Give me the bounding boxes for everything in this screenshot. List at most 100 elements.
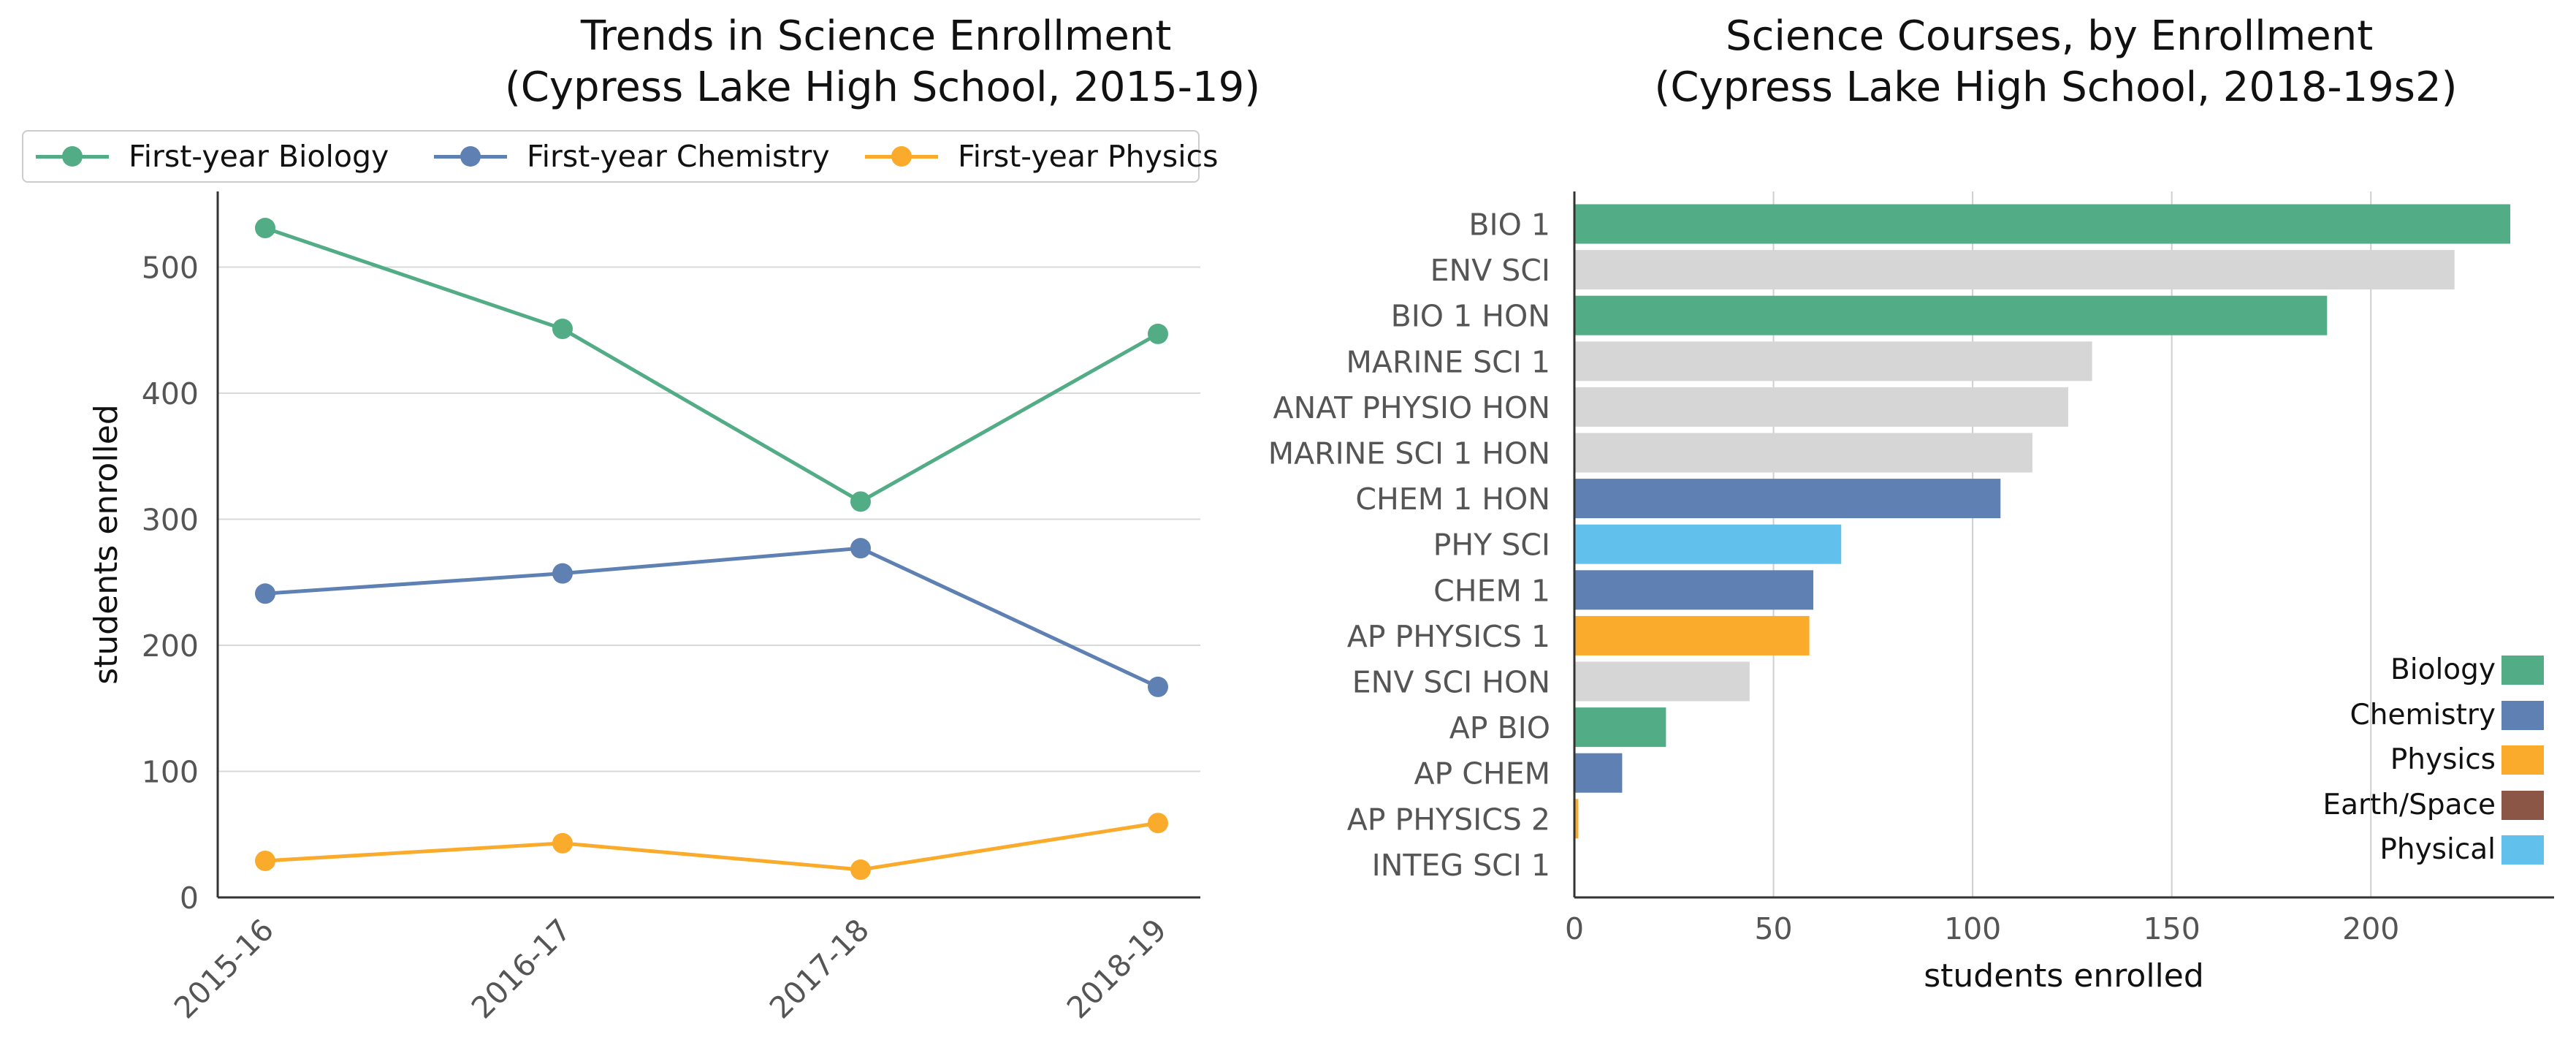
bar (1574, 204, 2511, 244)
legend-swatch (2501, 835, 2544, 865)
legend-label: Chemistry (2350, 698, 2496, 732)
legend-label: Physics (2390, 743, 2496, 776)
bar (1574, 250, 2455, 290)
bar (1574, 661, 1750, 702)
bar-chart-axes (1573, 191, 2554, 899)
data-point-first-year-chemistry (552, 563, 573, 584)
bar (1574, 524, 1842, 564)
legend-item: Chemistry (2287, 699, 2557, 732)
category-label: ENV SCI HON (1352, 665, 1550, 700)
category-label: MARINE SCI 1 (1346, 344, 1550, 379)
x-tick-label: 2017-18 (763, 912, 876, 1025)
x-tick-label: 150 (2144, 911, 2200, 946)
legend-label: Earth/Space (2322, 788, 2496, 821)
y-tick-label: 100 (142, 755, 199, 790)
bar (1574, 433, 2032, 473)
bar (1574, 707, 1666, 748)
line-chart-title: Trends in Science Enrollment (Cypress La… (505, 12, 1260, 111)
bar (1574, 753, 1623, 793)
bar (1574, 387, 2068, 427)
line-chart-axes (216, 191, 1200, 899)
bar (1574, 479, 2001, 519)
legend-item: First-year Physics (861, 132, 1219, 181)
legend-item: First-year Chemistry (430, 132, 830, 181)
y-tick-label: 200 (142, 628, 199, 664)
category-label: PHY SCI (1433, 528, 1550, 563)
line-chart-series (255, 218, 1168, 881)
legend-marker (430, 132, 511, 181)
data-point-first-year-chemistry (850, 538, 871, 559)
data-point-first-year-biology (1148, 323, 1168, 344)
line-chart-y-label: students enrolled (88, 404, 125, 685)
x-tick-label: 100 (1944, 911, 2001, 946)
category-label: AP CHEM (1414, 756, 1550, 791)
legend-item: Physics (2287, 744, 2557, 776)
data-point-first-year-physics (1148, 813, 1168, 834)
y-tick-label: 300 (142, 503, 199, 538)
data-point-first-year-physics (255, 850, 275, 871)
category-label: AP PHYSICS 2 (1347, 802, 1550, 837)
legend-item: Earth/Space (2287, 789, 2557, 821)
data-point-first-year-chemistry (1148, 676, 1168, 697)
series-line-first-year-biology (264, 226, 1159, 504)
data-point-first-year-physics (850, 859, 871, 881)
legend-label: Biology (2390, 653, 2496, 686)
series-line-first-year-chemistry (264, 546, 1159, 689)
x-tick-label: 2016-17 (465, 912, 578, 1025)
category-label: INTEG SCI 1 (1372, 848, 1550, 883)
bar-chart-title: Science Courses, by Enrollment (Cypress … (1655, 12, 2458, 111)
bar-chart-x-label: students enrolled (1924, 957, 2204, 995)
bar (1574, 799, 1579, 839)
legend-swatch (2501, 745, 2544, 775)
legend-label: Physical (2379, 833, 2496, 866)
x-tick-label: 0 (1565, 911, 1584, 946)
data-point-first-year-biology (255, 218, 275, 239)
bar-chart: Science Courses, by Enrollment (Cypress … (1268, 12, 2554, 995)
legend-marker (32, 132, 113, 181)
legend-item: First-year Biology (32, 132, 389, 181)
category-label: BIO 1 HON (1391, 299, 1550, 334)
data-point-first-year-chemistry (255, 583, 275, 604)
line-chart-legend: First-year Biology First-year Chemistry Fi… (22, 130, 1219, 183)
bar (1574, 341, 2092, 381)
y-tick-label: 400 (142, 376, 199, 411)
category-label: AP BIO (1449, 710, 1550, 745)
bar (1574, 570, 1814, 610)
bar (1574, 295, 2328, 335)
bar-chart-x-ticks: 0 50 100 150 200 (1565, 911, 2399, 946)
y-tick-label: 500 (142, 251, 199, 286)
category-label: AP PHYSICS 1 (1347, 619, 1550, 654)
series-line-first-year-physics (264, 821, 1159, 872)
legend-label: First-year Biology (129, 139, 389, 174)
bar-chart-bars (1574, 204, 2511, 839)
x-tick-label: 200 (2342, 911, 2399, 946)
data-point-first-year-biology (552, 319, 573, 340)
bar (1574, 615, 1810, 656)
data-point-first-year-physics (552, 832, 573, 854)
legend-marker (861, 132, 942, 181)
legend-swatch (2501, 790, 2544, 820)
y-tick-label: 0 (180, 881, 199, 916)
legend-swatch (2501, 700, 2544, 730)
category-label: BIO 1 (1468, 208, 1550, 243)
bar-chart-category-labels: BIO 1 ENV SCI BIO 1 HON MARINE SCI 1 ANAT PH… (1268, 208, 1550, 883)
legend-label: First-year Chemistry (527, 139, 830, 174)
line-chart-gridlines (218, 266, 1200, 772)
category-label: MARINE SCI 1 HON (1268, 436, 1550, 471)
legend-item: Physical (2287, 834, 2557, 866)
line-chart-y-ticks: 0 100 200 300 400 500 (142, 251, 199, 916)
data-point-first-year-biology (850, 491, 871, 512)
x-tick-label: 2018-19 (1060, 912, 1173, 1025)
category-label: CHEM 1 (1433, 573, 1550, 608)
legend-swatch (2501, 656, 2544, 685)
bar-chart-legend: Biology Chemistry Physics Earth/Space Physic… (2287, 654, 2557, 877)
line-chart-x-ticks: 2015-16 2016-17 2017-18 2018-19 (167, 912, 1173, 1025)
legend-item: Biology (2287, 654, 2557, 686)
category-label: ANAT PHYSIO HON (1273, 390, 1550, 425)
legend-label: First-year Physics (958, 139, 1219, 174)
category-label: CHEM 1 HON (1355, 482, 1550, 517)
x-tick-label: 50 (1754, 911, 1792, 946)
x-tick-label: 2015-16 (167, 912, 281, 1025)
category-label: ENV SCI (1430, 253, 1550, 288)
